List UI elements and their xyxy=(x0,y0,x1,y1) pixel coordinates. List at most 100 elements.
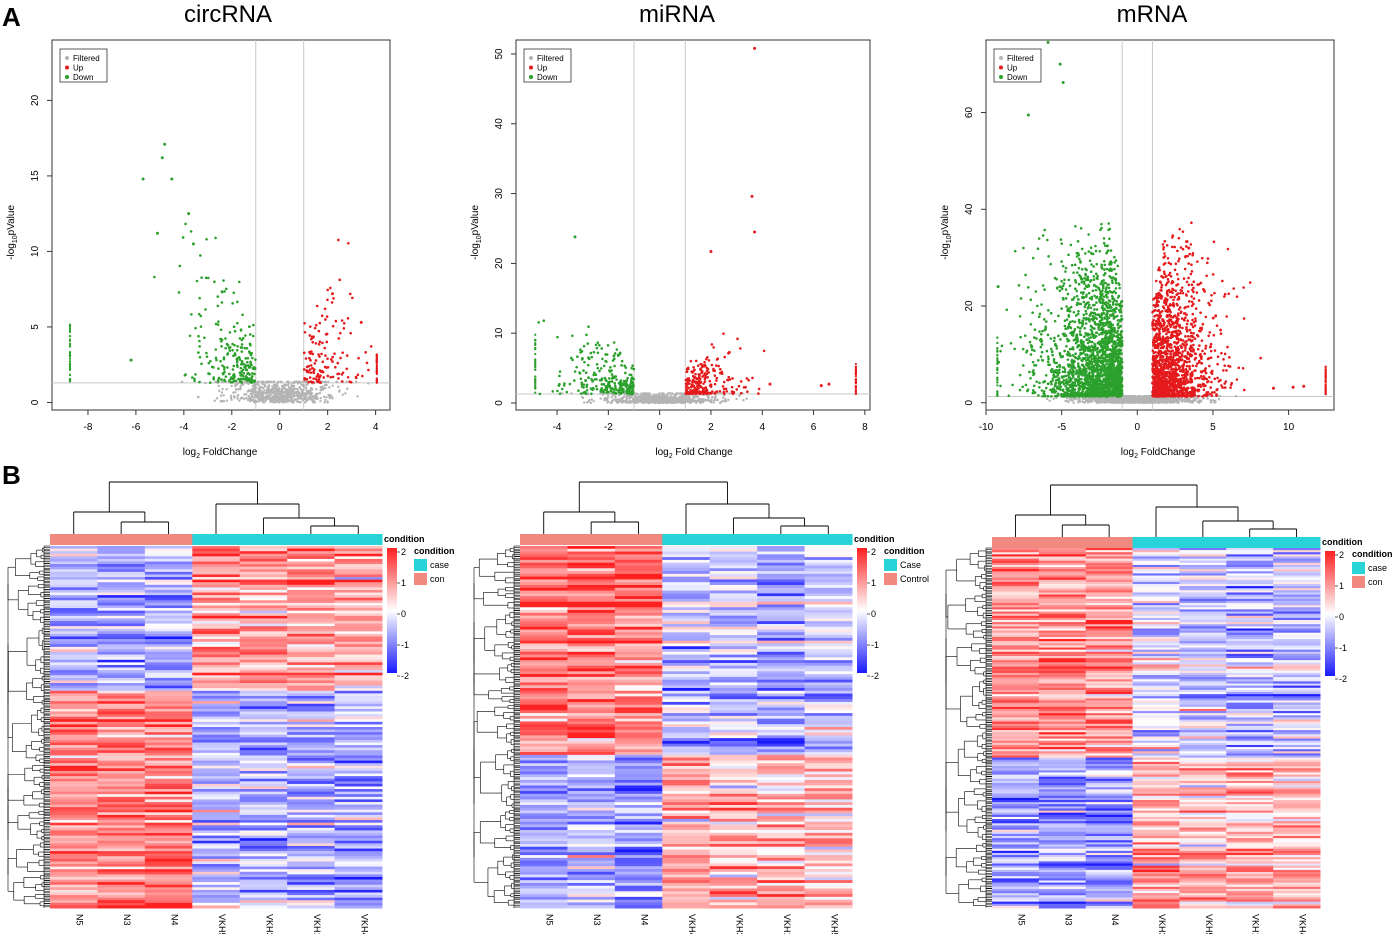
point-filtered xyxy=(655,398,659,402)
point-filtered xyxy=(274,383,277,387)
point-notable xyxy=(155,231,159,235)
point-down xyxy=(233,343,236,347)
point-down xyxy=(605,391,609,394)
point-filtered xyxy=(258,395,261,398)
point-down xyxy=(534,375,537,378)
point-up xyxy=(690,383,694,387)
point-filtered xyxy=(610,401,614,404)
x-axis-label: log2 FoldChange xyxy=(1121,447,1196,460)
point-filtered xyxy=(706,399,709,402)
point-down xyxy=(228,379,231,382)
point-down xyxy=(610,373,614,376)
point-filtered xyxy=(346,387,349,390)
point-down xyxy=(68,350,72,354)
point-up xyxy=(694,391,697,395)
plot-frame xyxy=(515,39,871,411)
point-filtered xyxy=(250,399,253,402)
point-up xyxy=(375,359,378,362)
point-down xyxy=(236,365,239,368)
point-down xyxy=(1066,325,1070,329)
point-up xyxy=(691,390,695,393)
point-down xyxy=(606,344,610,347)
point-up xyxy=(692,369,696,373)
point-filtered xyxy=(269,400,272,404)
point-down xyxy=(1046,360,1050,364)
x-label-text-2: Fold Change xyxy=(673,447,733,458)
point-notable xyxy=(750,194,754,198)
point-down xyxy=(620,381,624,385)
point-filtered xyxy=(254,386,258,389)
point-filtered xyxy=(292,381,296,385)
point-down xyxy=(558,382,561,386)
point-filtered xyxy=(275,395,278,399)
point-up xyxy=(854,380,857,383)
point-up xyxy=(324,354,327,357)
point-up xyxy=(337,238,340,242)
point-up xyxy=(742,386,746,389)
point-down xyxy=(587,325,590,329)
point-down xyxy=(224,346,227,350)
point-filtered xyxy=(1152,400,1155,403)
point-filtered xyxy=(1097,397,1100,401)
point-down xyxy=(1041,234,1045,237)
point-down xyxy=(68,323,72,326)
point-down xyxy=(598,343,601,347)
point-up xyxy=(854,371,857,374)
point-down xyxy=(1084,359,1088,362)
point-down xyxy=(232,291,236,295)
point-filtered xyxy=(713,396,717,400)
point-up xyxy=(337,377,340,380)
point-down xyxy=(1110,279,1114,282)
point-down xyxy=(183,373,187,377)
point-filtered xyxy=(1052,397,1055,401)
point-up xyxy=(341,351,344,354)
point-filtered xyxy=(599,397,602,400)
point-down xyxy=(205,355,209,358)
point-down xyxy=(1088,259,1092,263)
point-filtered xyxy=(288,387,291,390)
point-down xyxy=(208,381,212,384)
point-down xyxy=(625,391,629,395)
point-filtered xyxy=(293,390,296,394)
point-down xyxy=(605,379,608,382)
point-down xyxy=(1114,259,1118,262)
point-down xyxy=(534,380,537,383)
point-down xyxy=(585,388,589,392)
point-down xyxy=(620,364,623,367)
point-down xyxy=(1051,353,1054,357)
point-filtered xyxy=(247,395,250,398)
point-filtered xyxy=(328,386,331,389)
point-filtered xyxy=(1114,398,1117,401)
point-up xyxy=(692,365,695,369)
point-down xyxy=(1076,298,1080,301)
point-down xyxy=(1022,364,1025,367)
point-down xyxy=(622,390,625,394)
point-filtered xyxy=(325,395,328,399)
point-down xyxy=(1106,249,1110,252)
point-down xyxy=(217,320,220,323)
point-filtered xyxy=(243,397,246,401)
point-up xyxy=(703,361,706,364)
point-down xyxy=(1044,386,1048,390)
point-down xyxy=(237,356,241,359)
point-down xyxy=(602,364,606,368)
y-tick-label: 20 xyxy=(964,300,975,312)
point-up xyxy=(334,365,337,369)
point-down xyxy=(1052,339,1056,343)
point-up xyxy=(375,367,378,371)
point-filtered xyxy=(245,396,248,400)
point-filtered xyxy=(302,385,305,388)
point-down xyxy=(600,390,603,393)
y-tick-label: 20 xyxy=(494,257,505,269)
point-filtered xyxy=(1140,400,1144,403)
point-up xyxy=(315,375,319,378)
point-down xyxy=(1063,349,1066,353)
point-filtered xyxy=(323,380,326,384)
point-filtered xyxy=(742,399,745,402)
point-up xyxy=(695,377,699,380)
point-up xyxy=(321,360,325,364)
point-up xyxy=(703,380,707,383)
point-down xyxy=(614,392,618,395)
point-filtered xyxy=(639,397,642,400)
x-axis-label: log2 FoldChange xyxy=(183,447,258,460)
